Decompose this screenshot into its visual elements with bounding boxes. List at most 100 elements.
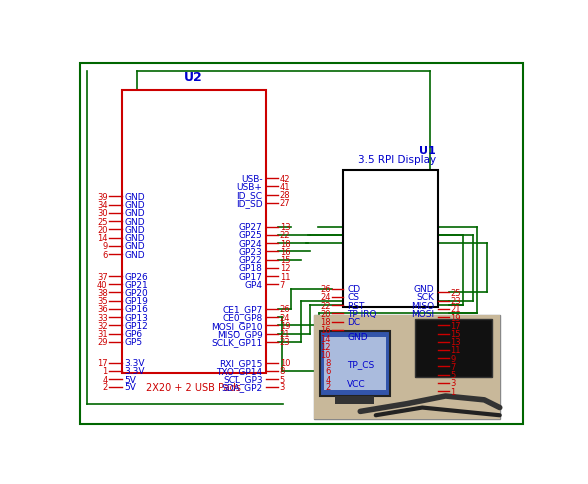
Bar [335,396,374,404]
Text: GP17: GP17 [239,272,263,281]
Text: 3.5 RPI Display: 3.5 RPI Display [358,155,436,165]
Text: 29: 29 [97,337,108,347]
Text: GND: GND [413,285,434,294]
Text: 11: 11 [280,272,290,281]
Text: 13: 13 [450,337,461,347]
Text: 21: 21 [450,305,460,314]
Text: ID_SD: ID_SD [236,199,263,208]
Text: 3.3V: 3.3V [125,367,145,376]
Text: GP26: GP26 [125,272,148,281]
Text: 35: 35 [97,297,108,305]
Text: 24: 24 [320,293,331,302]
Text: 23: 23 [450,297,461,305]
Text: GND: GND [347,333,368,341]
Text: 30: 30 [97,209,108,218]
Text: 18: 18 [320,318,331,326]
Text: MISO_GP9: MISO_GP9 [217,330,263,338]
Text: 1: 1 [450,387,455,396]
Text: GND: GND [125,226,145,234]
Text: GND: GND [125,209,145,218]
Text: 6: 6 [325,367,331,376]
Text: 3: 3 [450,378,456,388]
Text: 8: 8 [325,359,331,367]
Text: 14: 14 [320,334,331,343]
Text: 1: 1 [102,367,108,376]
Text: 12: 12 [280,264,290,273]
Text: GP5: GP5 [125,337,143,347]
Bar [324,337,386,390]
Text: 20: 20 [320,309,331,318]
Text: 19: 19 [450,313,460,322]
Text: 7: 7 [280,280,285,289]
Text: 39: 39 [97,193,108,201]
Text: 32: 32 [97,321,108,330]
Text: RST: RST [347,301,365,310]
Text: 2: 2 [326,383,331,392]
Text: GP16: GP16 [125,305,149,314]
Text: MOSI_GP10: MOSI_GP10 [211,321,263,330]
Text: GP13: GP13 [125,313,149,322]
Bar [415,319,492,377]
Text: VCC: VCC [347,379,366,389]
Text: 26: 26 [320,285,331,294]
Text: 34: 34 [97,201,108,210]
Text: SCL_GP3: SCL_GP3 [223,375,263,384]
Text: 2: 2 [102,383,108,392]
Text: GP27: GP27 [239,223,263,232]
Text: 42: 42 [280,174,290,183]
Bar [314,316,500,419]
Text: 23: 23 [280,337,290,347]
Text: GP12: GP12 [125,321,148,330]
Text: 9: 9 [450,354,455,363]
Text: 7: 7 [450,362,456,371]
Text: 2X20 + 2 USB Pads: 2X20 + 2 USB Pads [146,382,241,393]
Text: 3: 3 [280,383,285,392]
Text: 22: 22 [320,301,331,310]
Text: 24: 24 [280,313,290,322]
Text: 9: 9 [102,242,108,251]
Text: CE1_GP7: CE1_GP7 [222,305,263,314]
Text: 17: 17 [450,321,461,330]
Text: 13: 13 [280,223,290,232]
Text: 19: 19 [280,321,290,330]
Text: 8: 8 [280,367,285,376]
Text: GND: GND [125,193,145,201]
Text: USB+: USB+ [237,182,263,192]
Text: 10: 10 [280,359,290,367]
Text: 15: 15 [280,256,290,265]
Text: CS: CS [347,293,359,302]
Text: 37: 37 [97,272,108,281]
Text: GP23: GP23 [239,247,263,257]
Text: 4: 4 [326,375,331,384]
Text: 4: 4 [102,375,108,384]
Text: SCLK_GP11: SCLK_GP11 [211,337,263,347]
Text: 40: 40 [97,280,108,289]
Text: RXI_GP15: RXI_GP15 [219,359,263,367]
Text: TP IRQ: TP IRQ [347,309,376,318]
Text: 31: 31 [97,330,108,338]
Text: 5: 5 [280,375,285,384]
Text: GP22: GP22 [239,256,263,265]
Text: SCK: SCK [416,293,434,302]
Text: GND: GND [125,234,145,242]
Text: MOSI: MOSI [411,309,434,318]
Text: 22: 22 [280,231,290,240]
Text: 27: 27 [280,199,290,208]
Text: 25: 25 [450,288,460,297]
Text: GP19: GP19 [125,297,149,305]
Text: 20: 20 [97,226,108,234]
Text: GP21: GP21 [125,280,148,289]
Text: MISO: MISO [411,301,434,310]
Text: TP_CS: TP_CS [347,359,375,368]
Text: GND: GND [125,250,145,259]
Text: 38: 38 [97,288,108,297]
Text: GND: GND [125,201,145,210]
Text: 5V: 5V [125,375,136,384]
Text: 28: 28 [280,191,290,200]
Text: 5: 5 [450,370,455,379]
Text: 21: 21 [280,330,290,338]
Bar [320,331,390,396]
Text: 18: 18 [280,239,290,248]
Text: GP18: GP18 [239,264,263,273]
Bar [343,171,437,308]
